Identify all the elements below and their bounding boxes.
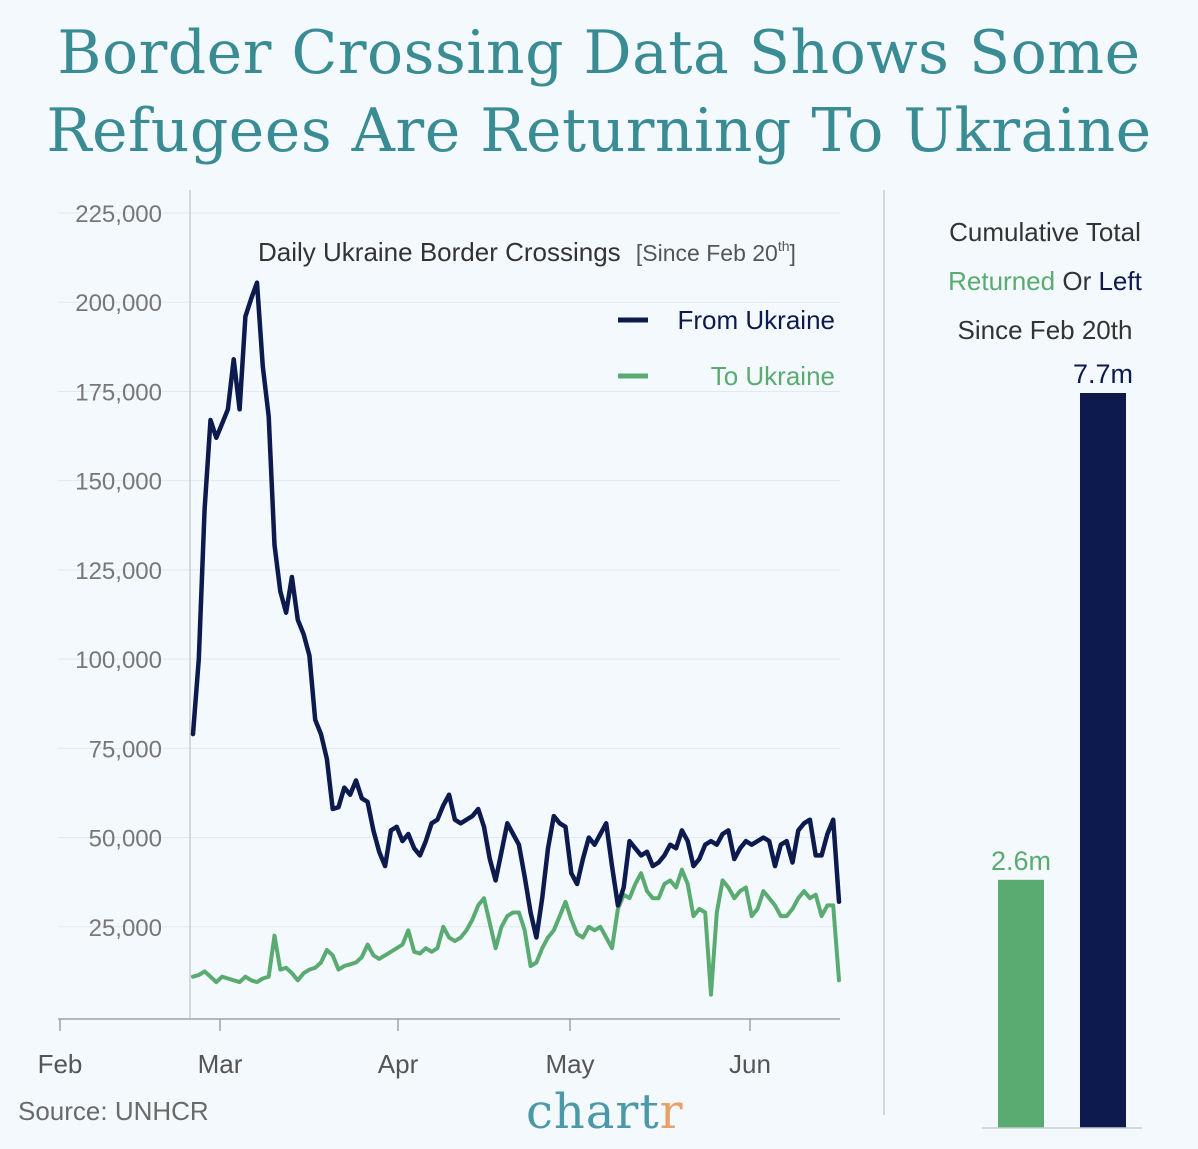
- brand-logo: chartr: [526, 1084, 684, 1140]
- side-left: Left: [1098, 266, 1142, 296]
- side-panel: Cumulative Total Returned Or Left Since …: [900, 208, 1190, 355]
- side-or: Or: [1062, 266, 1092, 296]
- series-from-ukraine: [190, 280, 842, 940]
- x-tick-label: Mar: [198, 1049, 243, 1079]
- series-group: [190, 280, 842, 997]
- x-axis: Feb Mar Apr May Jun: [38, 1018, 840, 1079]
- chart-title: Border Crossing Data Shows Some Refugees…: [0, 14, 1198, 170]
- series-to-ukraine: [191, 867, 841, 997]
- side-line-1: Cumulative Total: [949, 217, 1141, 247]
- x-tick-label: May: [545, 1049, 594, 1079]
- title-line-2: Refugees Are Returning To Ukraine: [46, 96, 1152, 166]
- y-tick-label: 175,000: [75, 379, 162, 406]
- inner-subtitle-prefix: [Since Feb 20: [636, 240, 778, 266]
- legend-label: From Ukraine: [678, 305, 835, 335]
- bar-returned: [998, 879, 1044, 1128]
- inner-subtitle-sup: th: [778, 238, 790, 254]
- grid-lines: [58, 212, 840, 928]
- y-tick-label: 25,000: [89, 915, 162, 942]
- brand-accent: r: [659, 1084, 684, 1140]
- legend-label: To Ukraine: [711, 361, 835, 391]
- brand-main: chart: [526, 1084, 660, 1140]
- cumulative-bars: 2.6m 7.7m: [991, 359, 1133, 1128]
- legend: From Ukraine To Ukraine: [618, 305, 835, 391]
- x-tick-label: Apr: [378, 1049, 419, 1079]
- inner-subtitle-suffix: ]: [790, 240, 796, 266]
- bar-value-label: 7.7m: [1073, 359, 1133, 389]
- y-tick-label: 50,000: [89, 826, 162, 853]
- source-note: Source: UNHCR: [18, 1096, 209, 1126]
- y-tick-label: 75,000: [89, 736, 162, 763]
- y-tick-label: 200,000: [75, 290, 162, 317]
- y-tick-label: 150,000: [75, 469, 162, 496]
- side-returned: Returned: [948, 266, 1056, 296]
- y-tick-label: 125,000: [75, 558, 162, 585]
- side-line-3: Since Feb 20th: [957, 315, 1133, 345]
- inner-chart-title: Daily Ukraine Border Crossings [Since Fe…: [258, 237, 796, 267]
- x-tick-label: Feb: [38, 1049, 83, 1079]
- side-line-2: Returned Or Left: [900, 257, 1190, 306]
- y-tick-label: 225,000: [75, 201, 162, 228]
- y-tick-label: 100,000: [75, 647, 162, 674]
- title-line-1: Border Crossing Data Shows Some: [57, 18, 1141, 88]
- bar-value-label: 2.6m: [991, 846, 1051, 876]
- y-axis-ticks: 25,000 50,000 75,000 100,000 125,000 150,000 1…: [75, 201, 162, 942]
- bar-left: [1080, 393, 1126, 1128]
- x-tick-label: Jun: [729, 1049, 771, 1079]
- inner-title-text: Daily Ukraine Border Crossings: [258, 237, 621, 267]
